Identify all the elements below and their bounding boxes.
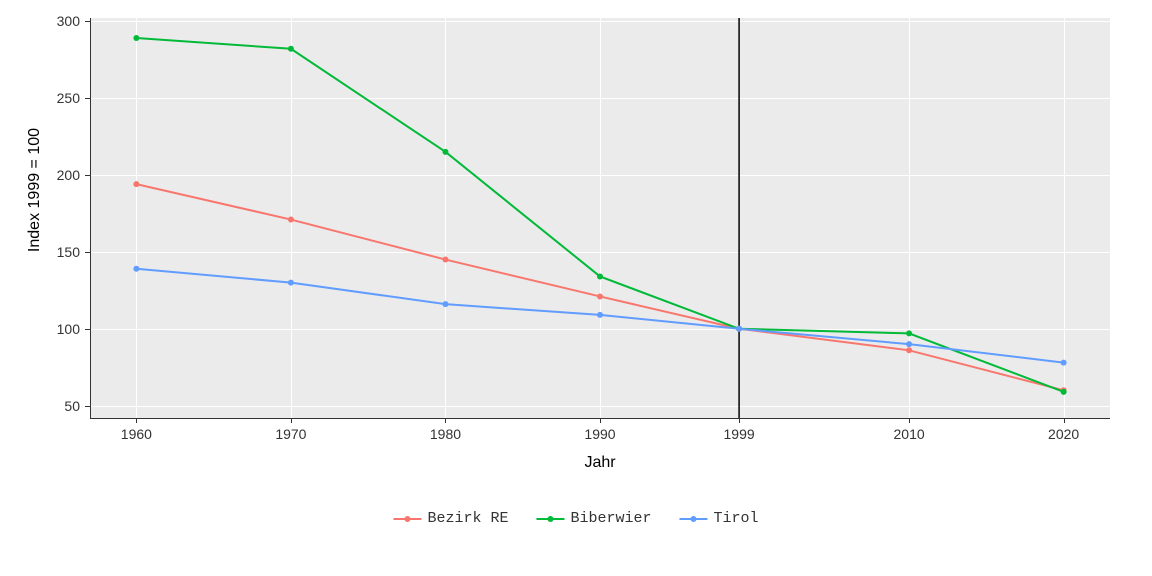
series-layer [0,0,1152,576]
series-line [136,184,1063,390]
series-marker [597,312,603,318]
x-tick-mark [739,418,740,423]
series-marker [288,46,294,52]
x-tick-label: 1999 [724,426,755,442]
x-tick-mark [600,418,601,423]
series-marker [133,35,139,41]
x-tick-label: 1960 [121,426,152,442]
y-tick-label: 300 [40,13,80,29]
x-axis-title: Jahr [90,454,1110,472]
series-marker [736,326,742,332]
y-tick-label: 50 [40,398,80,414]
y-tick-mark [85,98,90,99]
series-marker [597,273,603,279]
y-tick-label: 100 [40,321,80,337]
x-tick-mark [136,418,137,423]
x-tick-mark [1064,418,1065,423]
x-tick-label: 2020 [1048,426,1079,442]
x-tick-mark [291,418,292,423]
legend-item: Bezirk RE [393,510,508,527]
series-marker [288,280,294,286]
y-tick-label: 150 [40,244,80,260]
legend-swatch [680,512,708,526]
y-tick-mark [85,252,90,253]
x-tick-label: 1970 [275,426,306,442]
y-tick-mark [85,406,90,407]
legend-label: Tirol [714,510,759,527]
series-marker [906,347,912,353]
y-tick-mark [85,21,90,22]
x-tick-label: 1980 [430,426,461,442]
x-tick-label: 2010 [894,426,925,442]
series-marker [1061,360,1067,366]
x-tick-mark [445,418,446,423]
legend-swatch [393,512,421,526]
series-marker [1061,389,1067,395]
x-tick-mark [909,418,910,423]
series-line [136,38,1063,392]
y-tick-mark [85,329,90,330]
series-marker [906,330,912,336]
y-tick-label: 250 [40,90,80,106]
series-marker [133,266,139,272]
legend-swatch [536,512,564,526]
legend-item: Biberwier [536,510,651,527]
y-tick-mark [85,175,90,176]
legend: Bezirk RE Biberwier Tirol [393,510,758,527]
legend-item: Tirol [680,510,759,527]
series-marker [442,301,448,307]
legend-label: Bezirk RE [427,510,508,527]
legend-label: Biberwier [570,510,651,527]
line-chart: Index 1999 = 100 Jahr Bezirk REBiberwier… [0,0,1152,576]
series-marker [288,217,294,223]
series-marker [442,257,448,263]
series-marker [597,293,603,299]
series-marker [906,341,912,347]
series-marker [442,149,448,155]
x-tick-label: 1990 [584,426,615,442]
series-marker [133,181,139,187]
y-tick-label: 200 [40,167,80,183]
